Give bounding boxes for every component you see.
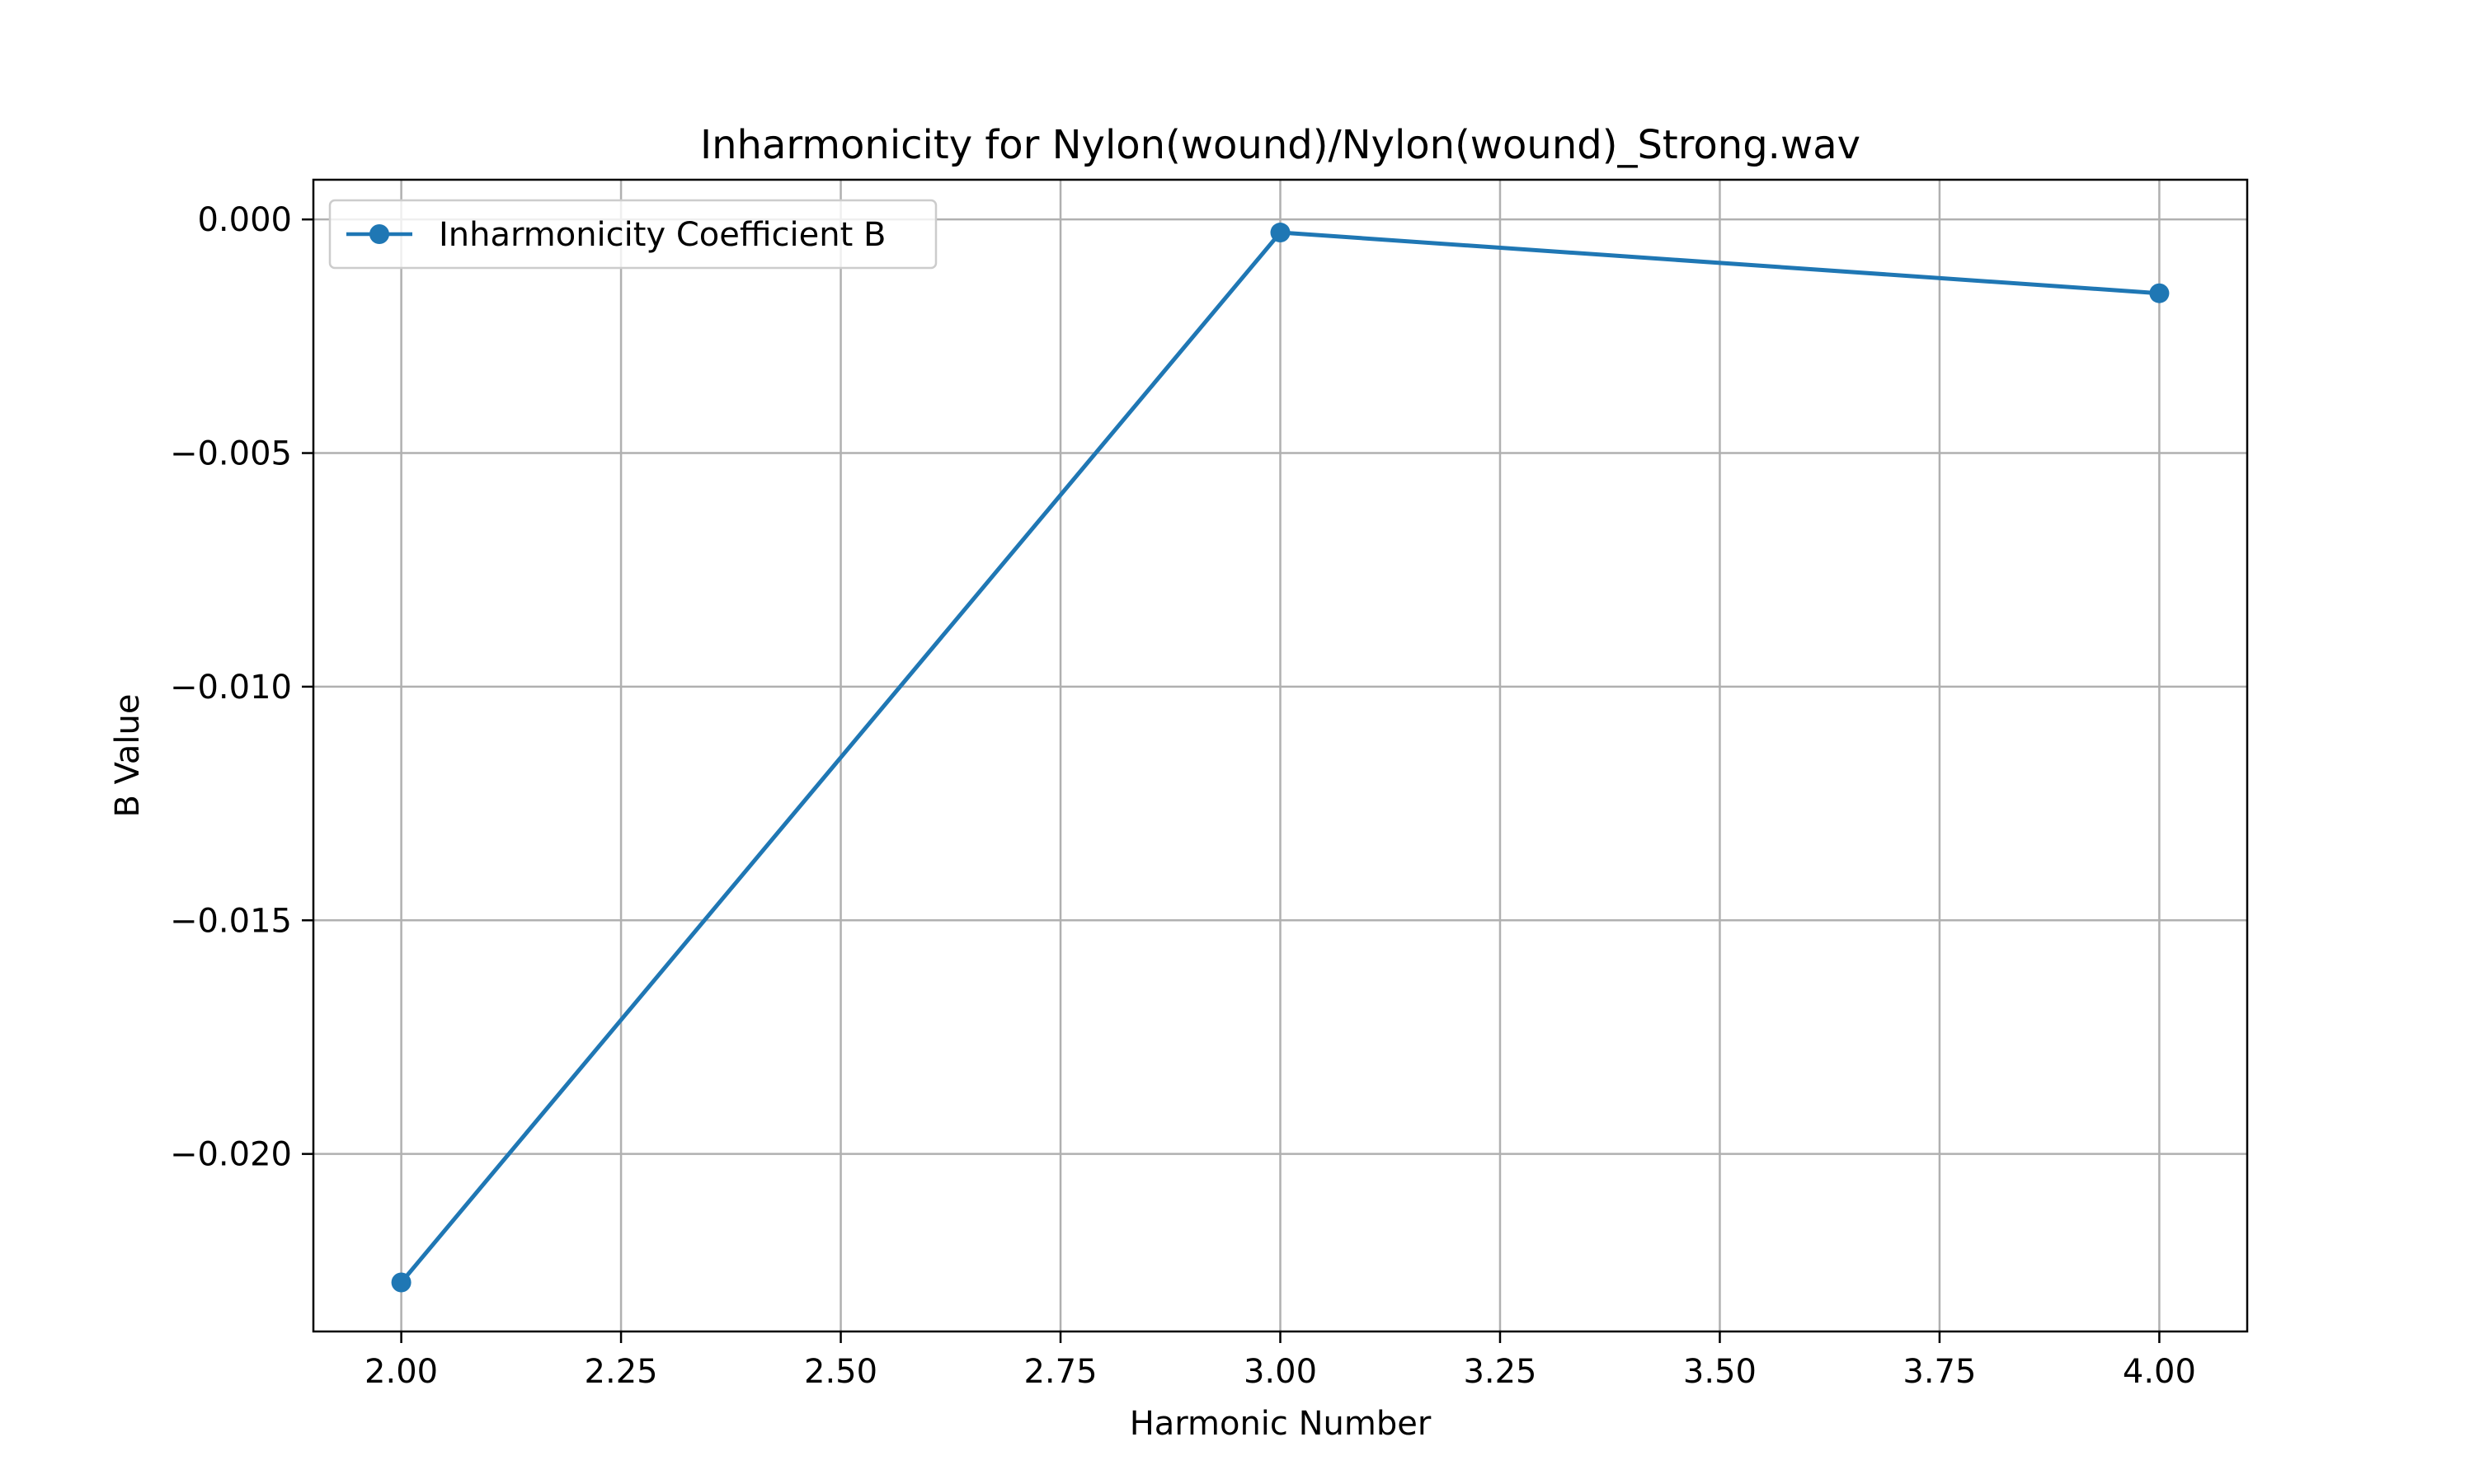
- x-tick-label: 3.75: [1903, 1353, 1976, 1391]
- x-tick-label: 2.50: [804, 1353, 877, 1391]
- y-axis-label: B Value: [109, 694, 147, 818]
- y-tick-label: 0.000: [197, 201, 292, 239]
- data-point-marker: [1270, 223, 1291, 243]
- x-tick-label: 2.75: [1023, 1353, 1097, 1391]
- x-tick-label: 3.50: [1683, 1353, 1757, 1391]
- y-tick-label: −0.020: [170, 1136, 292, 1174]
- series-layer: [391, 223, 2170, 1293]
- x-axis-label: Harmonic Number: [1130, 1405, 1432, 1443]
- x-tick-label: 4.00: [2123, 1353, 2196, 1391]
- y-tick-label: −0.015: [170, 902, 292, 940]
- legend-box: [328, 199, 938, 270]
- data-point-marker: [2149, 283, 2170, 303]
- y-tick-label: −0.010: [170, 669, 292, 707]
- y-tick-label: −0.005: [170, 435, 292, 473]
- x-tick-label: 3.00: [1244, 1353, 1317, 1391]
- x-tick-label: 2.25: [585, 1353, 658, 1391]
- x-tick-label: 2.00: [365, 1353, 438, 1391]
- chart-title: Inharmonicity for Nylon(wound)/Nylon(wou…: [700, 122, 1860, 168]
- legend-marker: [369, 224, 389, 244]
- legend-entry-label: Inharmonicity Coefficient B: [439, 216, 886, 254]
- legend: Inharmonicity Coefficient B: [328, 199, 938, 270]
- axis-ticks: 2.00 2.25 2.50 2.75 3.00 3.25 3.50 3.75 4.00 0.00…: [170, 201, 2196, 1391]
- x-tick-label: 3.25: [1463, 1353, 1536, 1391]
- data-point-marker: [391, 1272, 412, 1293]
